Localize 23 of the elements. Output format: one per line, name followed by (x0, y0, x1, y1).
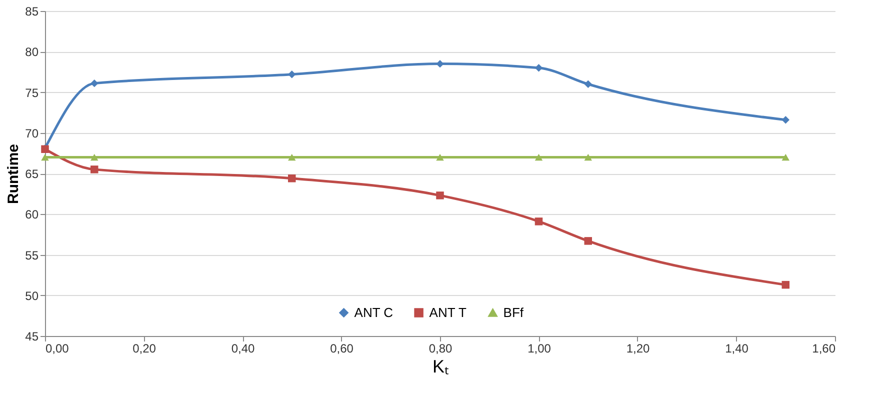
y-tick-label: 65 (25, 167, 39, 181)
legend-label: BFf (503, 304, 524, 320)
y-tick-label: 70 (25, 126, 39, 140)
x-tick-label: 0,60 (330, 342, 354, 356)
y-tick-label: 60 (25, 208, 39, 222)
legend-label: ANT C (354, 304, 394, 320)
x-tick-label: 1,00 (528, 342, 552, 356)
x-tick-label: 1,20 (626, 342, 650, 356)
legend-label: ANT T (429, 304, 466, 320)
y-tick-label: 85 (25, 4, 39, 18)
y-tick-label: 45 (25, 330, 39, 344)
y-tick-label: 55 (25, 248, 39, 262)
y-tick-label: 75 (25, 86, 39, 100)
x-tick-label: 0,40 (231, 342, 255, 356)
y-tick-label: 50 (25, 288, 39, 303)
x-tick-label: 0,00 (46, 342, 70, 356)
y-axis-title: Runtime (5, 144, 22, 204)
x-tick-label: 0,80 (428, 342, 452, 356)
y-tick-label: 80 (25, 45, 39, 60)
x-tick-label: 0,20 (132, 342, 156, 356)
x-tick-label: 1,60 (812, 342, 836, 356)
x-axis-title: Kₜ (432, 356, 449, 376)
x-tick-label: 1,40 (725, 342, 749, 356)
